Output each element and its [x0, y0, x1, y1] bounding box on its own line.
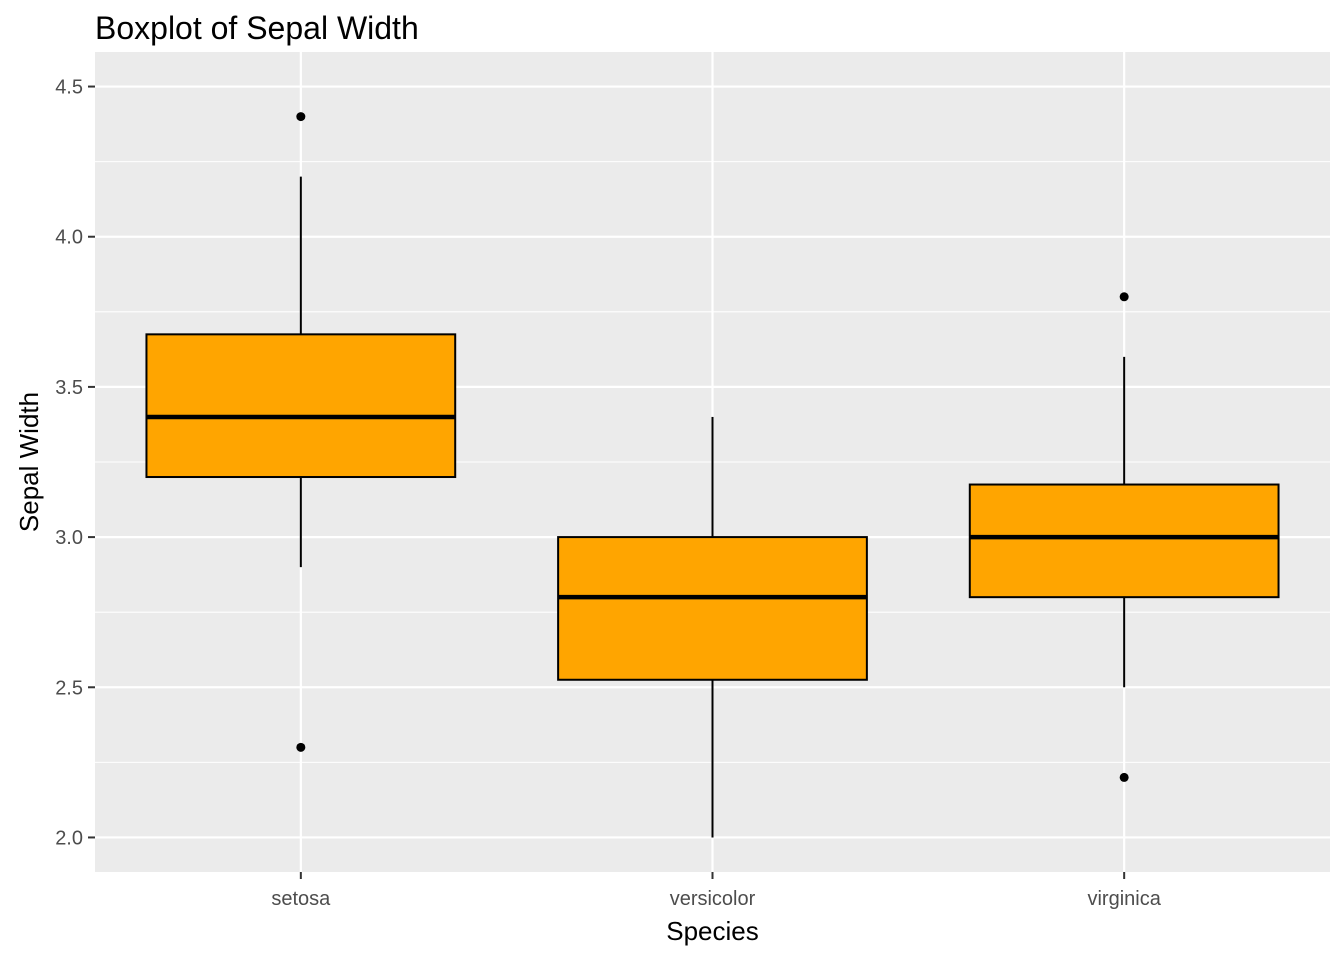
y-tick-label: 4.5	[55, 77, 83, 99]
y-tick-label: 2.5	[55, 677, 83, 699]
chart-title: Boxplot of Sepal Width	[95, 10, 419, 46]
y-tick-label: 3.0	[55, 527, 83, 549]
x-axis-title: Species	[666, 916, 759, 946]
outlier-point	[1119, 772, 1129, 782]
box-group-virginica	[968, 292, 1280, 782]
box-group-versicolor	[557, 416, 868, 838]
x-tick-label: setosa	[271, 888, 331, 910]
outlier-point	[1119, 292, 1129, 302]
outlier-point	[296, 742, 306, 752]
box	[145, 333, 457, 479]
box	[968, 483, 1280, 599]
axes: 2.0 2.5 3.0 3.5 4.0 4.5 setosa versicolor virgin…	[55, 77, 1162, 910]
y-tick-label: 4.0	[55, 227, 83, 249]
box-group-setosa	[145, 112, 457, 752]
y-tick-label: 2.0	[55, 827, 83, 849]
outlier-point	[296, 112, 306, 122]
box	[557, 536, 868, 681]
x-tick-label: virginica	[1087, 888, 1161, 910]
x-tick-label: versicolor	[670, 888, 756, 910]
boxes	[145, 112, 1280, 838]
y-tick-label: 3.5	[55, 377, 83, 399]
y-axis-title: Sepal Width	[14, 392, 44, 532]
